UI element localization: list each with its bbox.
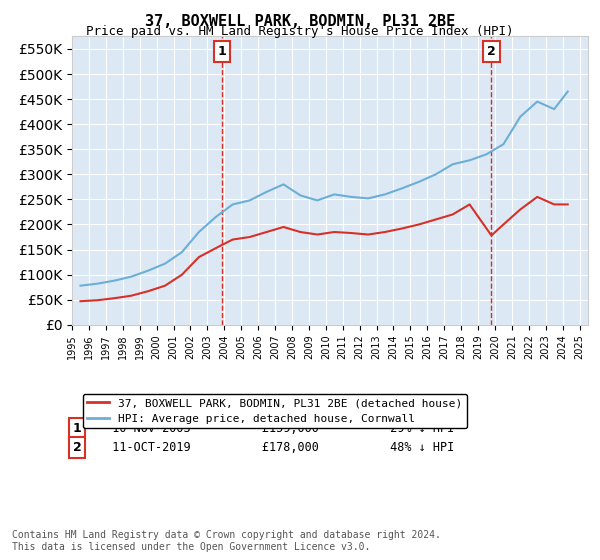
Text: Price paid vs. HM Land Registry's House Price Index (HPI): Price paid vs. HM Land Registry's House …: [86, 25, 514, 38]
Text: 1: 1: [217, 45, 226, 58]
Text: 1: 1: [73, 422, 82, 435]
Text: 2: 2: [73, 441, 82, 454]
Text: 11-OCT-2019          £178,000          48% ↓ HPI: 11-OCT-2019 £178,000 48% ↓ HPI: [98, 441, 454, 454]
Text: 37, BOXWELL PARK, BODMIN, PL31 2BE: 37, BOXWELL PARK, BODMIN, PL31 2BE: [145, 14, 455, 29]
Text: Contains HM Land Registry data © Crown copyright and database right 2024.
This d: Contains HM Land Registry data © Crown c…: [12, 530, 441, 552]
Text: 10-NOV-2003          £159,000          29% ↓ HPI: 10-NOV-2003 £159,000 29% ↓ HPI: [98, 422, 454, 435]
Legend: 37, BOXWELL PARK, BODMIN, PL31 2BE (detached house), HPI: Average price, detache: 37, BOXWELL PARK, BODMIN, PL31 2BE (deta…: [83, 394, 467, 428]
Text: 2: 2: [487, 45, 496, 58]
